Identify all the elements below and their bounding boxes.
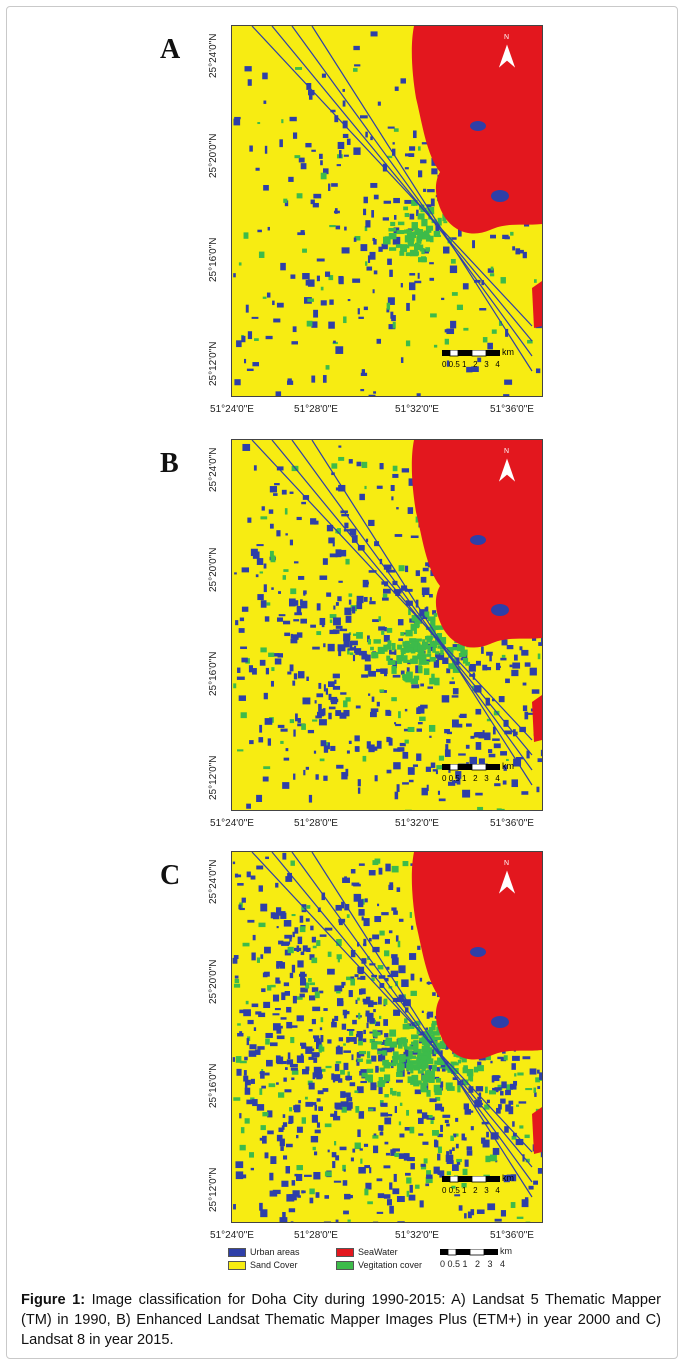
lon-tick-label: 51°32'0"E bbox=[395, 1230, 439, 1241]
legend-scale-graphic bbox=[440, 1249, 498, 1256]
lon-tick-label: 51°28'0"E bbox=[294, 1230, 338, 1241]
scale-bar: km 0 0.5 1 2 3 4 bbox=[442, 761, 540, 790]
caption-lead: Figure 1: bbox=[21, 1292, 86, 1308]
legend-label-urban: Urban areas bbox=[250, 1247, 300, 1257]
lon-tick-label: 51°36'0"E bbox=[490, 1230, 534, 1241]
lat-tick-label: 25°24'0"N bbox=[208, 33, 219, 79]
lat-tick-label: 25°12'0"N bbox=[208, 1167, 219, 1213]
legend-swatch-urban bbox=[228, 1247, 246, 1257]
scale-bar: km 0 0.5 1 2 3 4 bbox=[442, 347, 540, 376]
lat-tick-label: 25°16'0"N bbox=[208, 1063, 219, 1109]
legend-scale-label: 0 0.5 1 2 3 4 bbox=[440, 1259, 506, 1269]
panel-letter: A bbox=[160, 34, 181, 65]
lon-tick-label: 51°24'0"E bbox=[210, 818, 254, 829]
lat-tick-label: 25°20'0"N bbox=[208, 547, 219, 593]
lon-tick-label: 51°24'0"E bbox=[210, 1230, 254, 1241]
legend-label-veg: Vegitation cover bbox=[358, 1260, 423, 1270]
lat-tick-label: 25°16'0"N bbox=[208, 237, 219, 283]
lon-tick-label: 51°28'0"E bbox=[294, 818, 338, 829]
lon-tick-label: 51°36'0"E bbox=[490, 404, 534, 415]
legend-scale-unit: km bbox=[500, 1246, 512, 1256]
legend-label-sea: SeaWater bbox=[358, 1247, 398, 1257]
legend-urban: Urban areas bbox=[228, 1247, 300, 1257]
north-label: N bbox=[504, 860, 510, 867]
lon-tick-label: 51°28'0"E bbox=[294, 404, 338, 415]
scale-label: 0 0.5 1 2 3 4 bbox=[442, 1186, 500, 1195]
caption-text: Image classification for Doha City durin… bbox=[21, 1292, 661, 1348]
panel-letter: B bbox=[160, 448, 179, 479]
legend-sand: Sand Cover bbox=[228, 1260, 298, 1270]
lat-tick-label: 25°24'0"N bbox=[208, 447, 219, 493]
figure-caption: Figure 1: Image classification for Doha … bbox=[21, 1290, 661, 1350]
lat-tick-label: 25°12'0"N bbox=[208, 341, 219, 387]
scale-bar: km 0 0.5 1 2 3 4 bbox=[442, 1173, 540, 1202]
lat-tick-label: 25°16'0"N bbox=[208, 651, 219, 697]
legend-swatch-veg bbox=[336, 1260, 354, 1270]
lat-tick-label: 25°24'0"N bbox=[208, 859, 219, 905]
scale-label: 0 0.5 1 2 3 4 bbox=[442, 774, 500, 783]
lon-tick-label: 51°24'0"E bbox=[210, 404, 254, 415]
scale-unit: km bbox=[502, 1173, 514, 1183]
north-label: N bbox=[504, 34, 510, 41]
lon-tick-label: 51°32'0"E bbox=[395, 818, 439, 829]
scale-unit: km bbox=[502, 347, 514, 357]
lon-tick-label: 51°32'0"E bbox=[395, 404, 439, 415]
legend-label-sand: Sand Cover bbox=[250, 1260, 298, 1270]
lat-tick-label: 25°12'0"N bbox=[208, 755, 219, 801]
lat-tick-label: 25°20'0"N bbox=[208, 959, 219, 1005]
land-cover-raster bbox=[233, 26, 542, 396]
land-cover-raster bbox=[232, 852, 542, 1222]
legend-scale-bar: km 0 0.5 1 2 3 4 bbox=[440, 1246, 540, 1277]
lat-tick-label: 25°20'0"N bbox=[208, 133, 219, 179]
legend-sea: SeaWater bbox=[336, 1247, 398, 1257]
legend-veg: Vegitation cover bbox=[336, 1260, 422, 1270]
scale-label: 0 0.5 1 2 3 4 bbox=[442, 360, 500, 369]
north-label: N bbox=[504, 448, 510, 455]
panel-letter: C bbox=[160, 860, 181, 891]
lon-tick-label: 51°36'0"E bbox=[490, 818, 534, 829]
land-cover-raster bbox=[233, 440, 542, 810]
legend-swatch-sea bbox=[336, 1247, 354, 1257]
scale-unit: km bbox=[502, 761, 514, 771]
legend-swatch-sand bbox=[228, 1260, 246, 1270]
legend: Urban areas Sand Cover SeaWater Vegitati… bbox=[228, 1246, 548, 1279]
